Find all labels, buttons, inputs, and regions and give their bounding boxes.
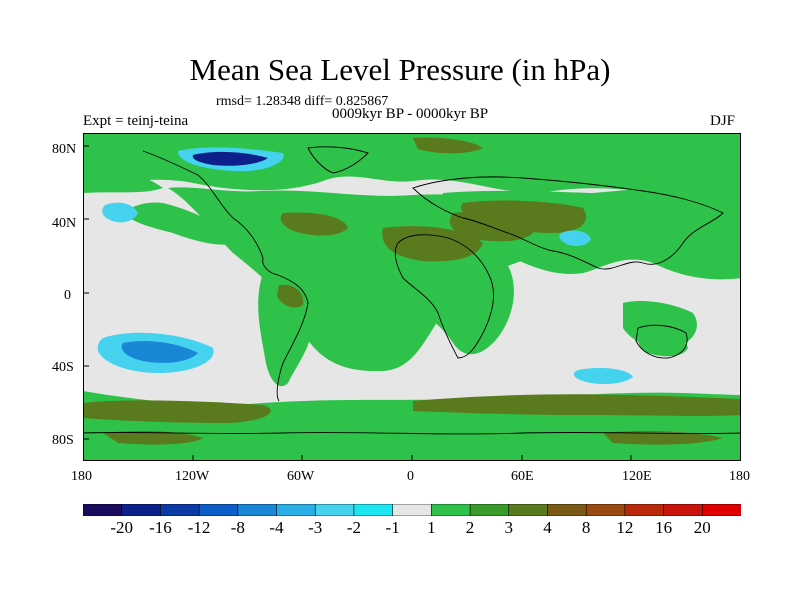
colorbar-swatch — [508, 504, 549, 516]
olive-south-america — [277, 284, 304, 308]
olive-arctic — [413, 137, 483, 154]
colorbar-swatch — [663, 504, 704, 516]
stats-line: rmsd= 1.28348 diff= 0.825867 — [216, 94, 389, 109]
colorbar-swatch — [160, 504, 200, 516]
australia-green — [638, 331, 688, 357]
chart-subtitle: 0009kyr BP - 0000kyr BP — [331, 106, 489, 122]
colorbar-label: 2 — [465, 518, 475, 537]
colorbar-swatch — [624, 504, 665, 516]
colorbar-label: 16 — [655, 518, 673, 537]
colorbar-swatch — [83, 504, 123, 516]
lon-label-0: 0 — [407, 469, 414, 484]
lat-label-80n: 80N — [52, 142, 77, 157]
olive-southern-band-2 — [413, 394, 741, 416]
colorbar-swatch — [469, 504, 510, 516]
colorbar — [83, 504, 741, 516]
colorbar-label: -12 — [187, 518, 211, 537]
chart-title: Mean Sea Level Pressure (in hPa) — [189, 52, 611, 87]
colorbar-label: 8 — [581, 518, 591, 537]
colorbar-label: -2 — [346, 518, 362, 537]
olive-southern-band-1 — [83, 400, 271, 423]
lon-label-120w: 120W — [175, 469, 210, 484]
blue-south-pacific-core — [121, 341, 198, 363]
central-pacific-green — [83, 163, 163, 193]
colorbar-label: 12 — [616, 518, 634, 537]
coastlines — [83, 146, 741, 435]
blue-north-pacific — [102, 202, 138, 223]
blue-tibet — [559, 230, 591, 247]
lon-label-120e: 120E — [622, 469, 652, 484]
lat-label-0: 0 — [64, 288, 71, 303]
lon-label-180w: 180 — [71, 469, 92, 484]
colorbar-label: 1 — [427, 518, 436, 537]
olive-north-atlantic — [280, 212, 348, 236]
blue-south-indian — [573, 368, 633, 385]
experiment-label: Expt = teinj-teina — [83, 113, 189, 129]
colorbar-swatch — [276, 504, 317, 516]
colorbar-label: 20 — [693, 518, 711, 537]
olive-africa — [382, 226, 483, 262]
colorbar-swatch — [314, 504, 355, 516]
colorbar-swatch — [701, 504, 741, 516]
map-plot — [83, 133, 741, 461]
colorbar-swatch — [431, 504, 471, 516]
olive-antarctic-2 — [603, 430, 723, 445]
colorbar-label: -4 — [269, 518, 284, 537]
colorbar-label: 4 — [543, 518, 552, 537]
colorbar-label: -16 — [149, 518, 172, 537]
colorbar-swatch — [121, 504, 162, 516]
colorbar-swatch — [547, 504, 587, 516]
olive-antarctic-1 — [103, 430, 203, 445]
lat-label-40n: 40N — [52, 216, 77, 231]
lon-label-60w: 60W — [287, 469, 315, 484]
blue-greenland-core — [192, 151, 268, 166]
colorbar-swatch — [353, 504, 394, 516]
colorbar-swatch — [392, 504, 433, 516]
lat-label-80s: 80S — [52, 433, 74, 448]
colorbar-swatch — [585, 504, 626, 516]
season-label: DJF — [710, 113, 736, 129]
lon-label-180e: 180 — [729, 469, 750, 484]
colorbar-label: 3 — [504, 518, 514, 537]
colorbar-label: -8 — [230, 518, 245, 537]
colorbar-label: -1 — [385, 518, 400, 537]
colorbar-swatch — [198, 504, 239, 516]
axis-ticks — [83, 145, 632, 461]
colorbar-label: -20 — [110, 518, 134, 537]
arctic-green-band — [83, 133, 741, 195]
colorbar-label: -3 — [308, 518, 323, 537]
lon-label-60e: 60E — [511, 469, 534, 484]
lat-label-40s: 40S — [52, 360, 74, 375]
colorbar-swatch — [237, 504, 278, 516]
pacific-green-tongue — [123, 202, 233, 245]
